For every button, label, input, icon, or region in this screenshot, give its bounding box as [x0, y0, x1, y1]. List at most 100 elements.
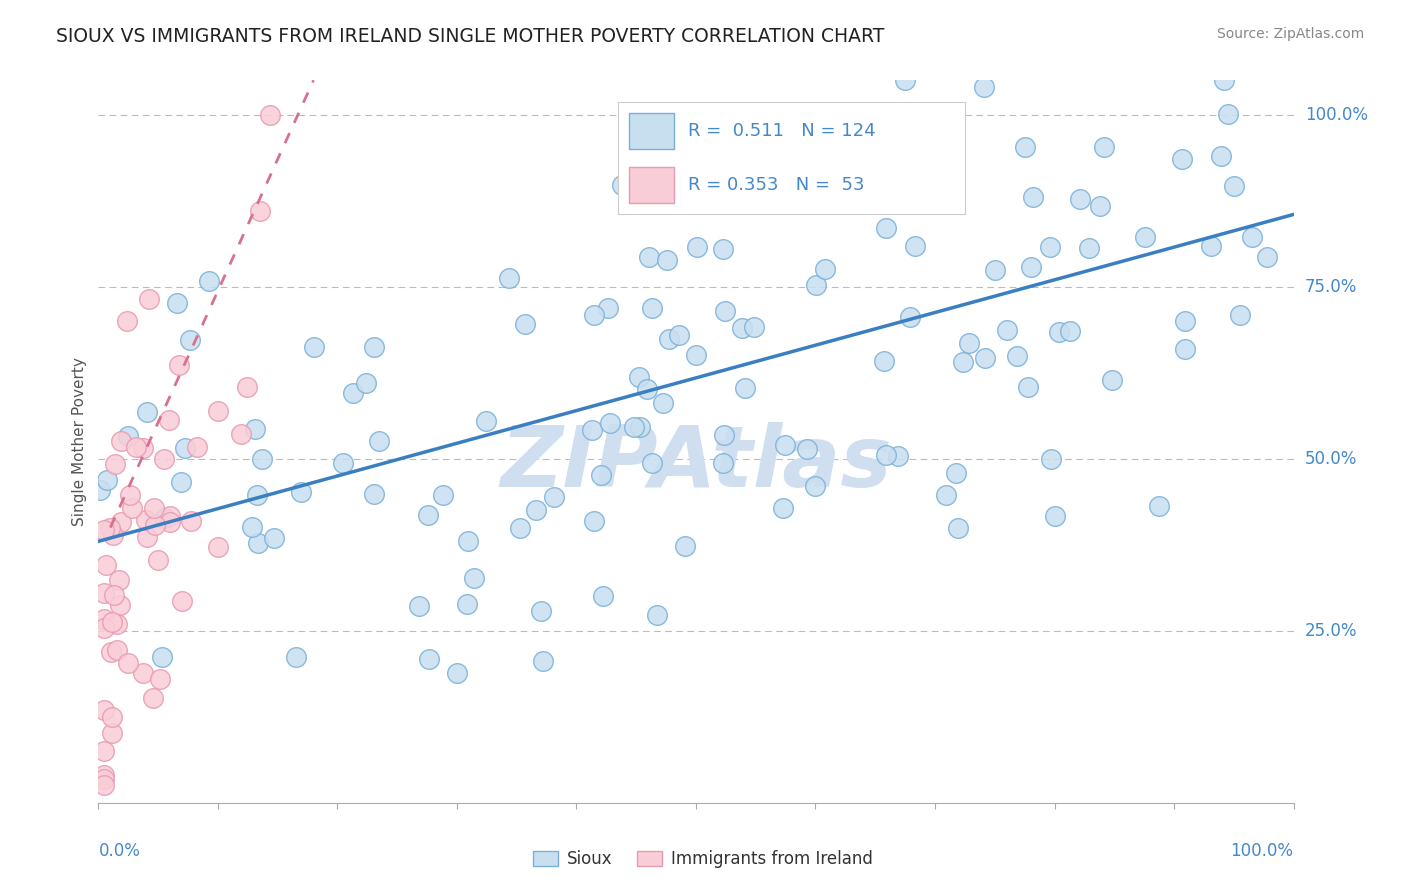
Point — [772, 501, 794, 516]
Point — [121, 500, 143, 515]
Point — [734, 382, 756, 396]
Point — [623, 420, 645, 434]
Point — [775, 438, 797, 452]
Point — [246, 488, 269, 502]
Point — [647, 608, 669, 623]
Point — [796, 442, 818, 456]
Point — [250, 452, 273, 467]
Point — [612, 178, 634, 193]
Point — [875, 221, 897, 235]
Point — [543, 490, 565, 504]
Point — [641, 301, 664, 315]
Point — [1223, 178, 1246, 193]
Point — [342, 385, 364, 400]
Point — [714, 304, 737, 318]
Point — [498, 271, 520, 285]
Point — [515, 317, 537, 331]
Point — [236, 379, 259, 393]
Point — [530, 603, 553, 617]
Point — [1092, 140, 1115, 154]
Point — [132, 666, 155, 681]
Point — [463, 571, 485, 585]
Point — [110, 515, 132, 529]
Point — [186, 440, 208, 454]
Point — [1174, 313, 1197, 327]
Point — [136, 530, 159, 544]
Point — [285, 649, 308, 664]
Text: 100.0%: 100.0% — [1305, 105, 1368, 124]
Point — [418, 652, 440, 666]
Point — [418, 508, 440, 522]
Point — [146, 552, 169, 566]
Point — [104, 457, 127, 471]
Point — [583, 514, 606, 528]
Point — [1088, 199, 1111, 213]
Point — [457, 533, 479, 548]
Point — [142, 691, 165, 706]
Point — [259, 108, 281, 122]
Point — [685, 348, 707, 362]
Y-axis label: Single Mother Poverty: Single Mother Poverty — [72, 357, 87, 526]
Point — [159, 508, 181, 523]
Point — [117, 657, 139, 671]
Point — [1017, 380, 1039, 394]
Point — [627, 370, 650, 384]
Point — [249, 204, 271, 219]
Point — [157, 413, 180, 427]
Point — [368, 434, 391, 448]
Point — [108, 573, 131, 587]
Point — [589, 467, 612, 482]
Point — [1229, 308, 1251, 322]
Point — [98, 521, 121, 535]
Point — [142, 501, 165, 516]
Point — [1059, 324, 1081, 338]
Point — [1213, 73, 1236, 87]
Point — [207, 404, 229, 418]
Point — [651, 396, 673, 410]
Point — [93, 744, 115, 758]
Point — [1133, 230, 1156, 244]
Point — [363, 340, 385, 354]
Point — [1069, 193, 1091, 207]
Point — [599, 416, 621, 430]
Point — [898, 310, 921, 324]
Text: 100.0%: 100.0% — [1230, 842, 1294, 860]
Point — [408, 599, 430, 614]
Point — [995, 323, 1018, 337]
Point — [638, 250, 661, 264]
Point — [711, 456, 734, 470]
Point — [984, 263, 1007, 277]
Point — [804, 479, 827, 493]
Point — [93, 772, 115, 787]
Point — [894, 73, 917, 87]
Text: Source: ZipAtlas.com: Source: ZipAtlas.com — [1216, 27, 1364, 41]
Point — [93, 768, 115, 782]
Point — [845, 178, 868, 192]
Point — [100, 645, 122, 659]
Point — [655, 253, 678, 268]
Point — [135, 513, 157, 527]
Point — [246, 535, 269, 549]
Point — [668, 327, 690, 342]
Point — [641, 456, 664, 470]
Point — [118, 488, 141, 502]
Point — [636, 383, 658, 397]
Point — [973, 79, 995, 94]
Point — [713, 427, 735, 442]
Point — [1174, 342, 1197, 356]
Point — [1043, 509, 1066, 524]
Point — [149, 672, 172, 686]
Point — [108, 598, 131, 612]
Point — [935, 488, 957, 502]
Point — [93, 621, 115, 635]
Point — [875, 448, 897, 462]
Point — [945, 467, 967, 481]
Point — [533, 654, 555, 668]
Point — [354, 376, 377, 391]
Point — [1077, 242, 1099, 256]
Point — [1216, 107, 1239, 121]
Point — [101, 615, 124, 629]
Point — [583, 308, 606, 322]
Point — [446, 665, 468, 680]
Point — [920, 169, 942, 183]
